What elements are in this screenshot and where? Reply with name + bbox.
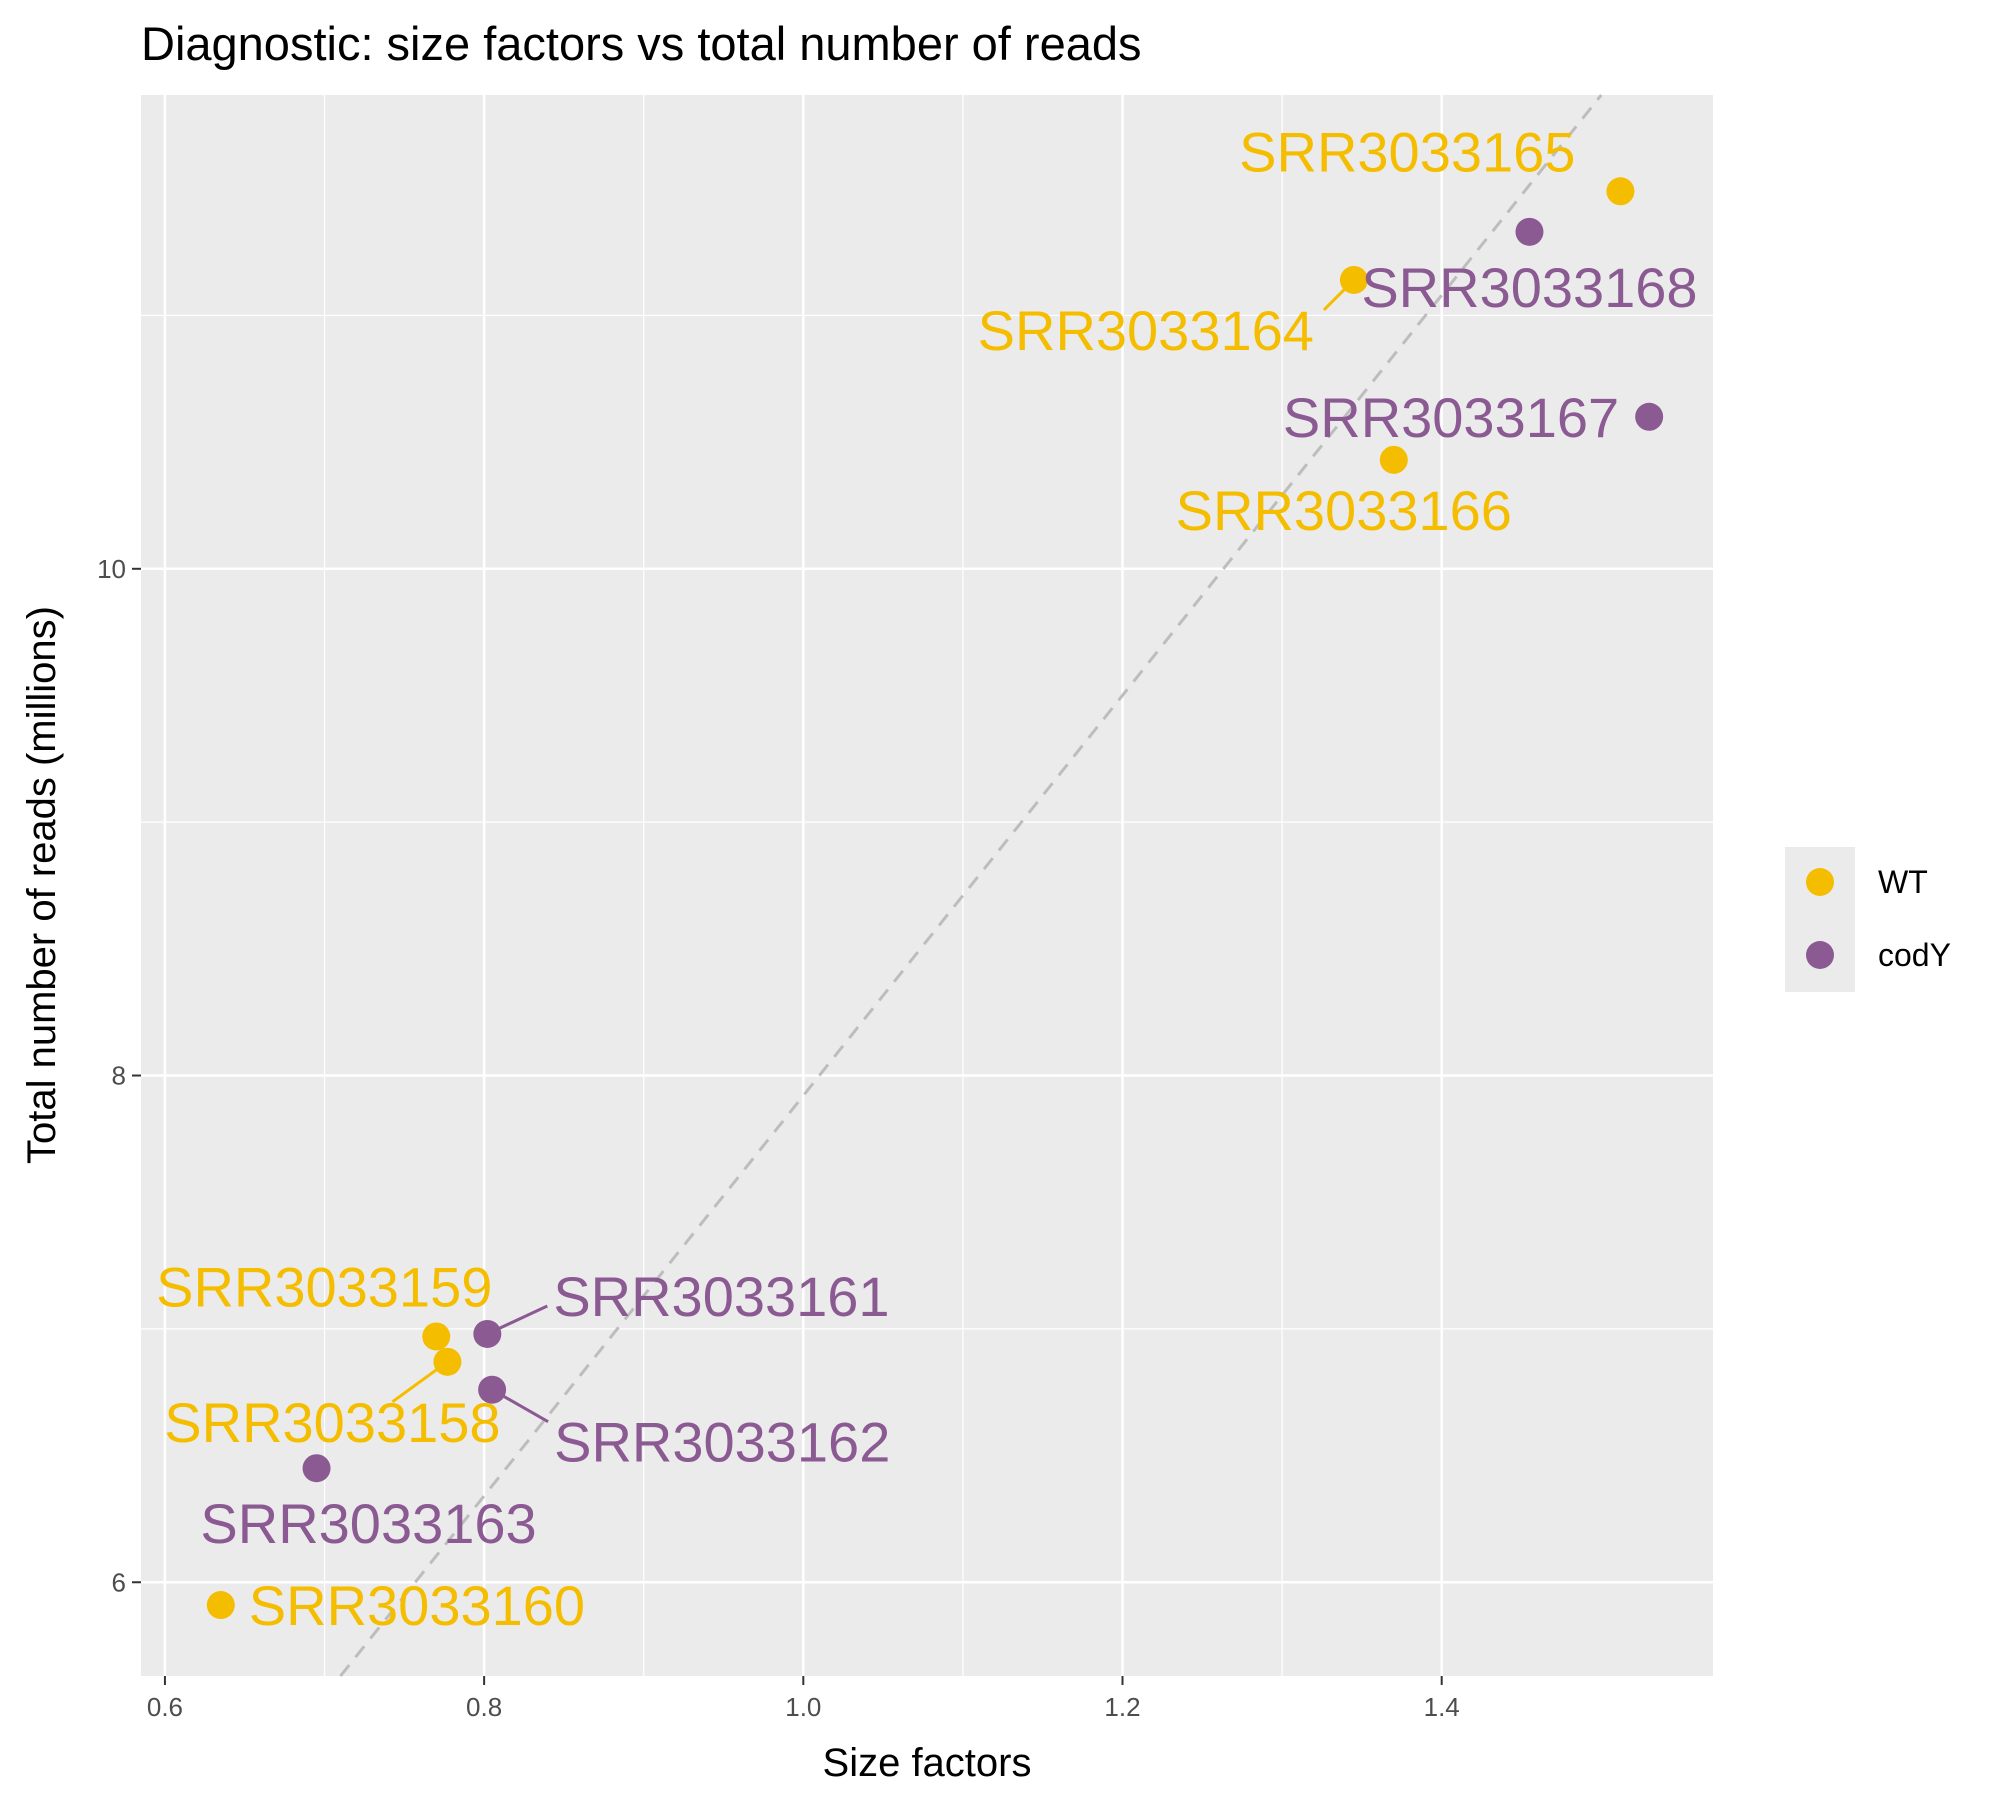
legend-label-cody: codY xyxy=(1878,937,1951,973)
point-label: SRR3033166 xyxy=(1176,479,1512,542)
point-label: SRR3033163 xyxy=(200,1492,536,1555)
point-label: SRR3033165 xyxy=(1239,120,1575,183)
point-label: SRR3033161 xyxy=(553,1265,889,1328)
data-point xyxy=(473,1319,502,1348)
data-point xyxy=(1379,445,1408,474)
x-axis-title: Size factors xyxy=(823,1741,1032,1785)
data-point xyxy=(478,1375,507,1404)
data-point xyxy=(1635,402,1664,431)
data-point xyxy=(1606,177,1635,206)
plot-panel xyxy=(141,95,1713,1676)
x-tick-label: 0.8 xyxy=(466,1692,502,1722)
reference-line xyxy=(339,94,1603,1677)
data-point xyxy=(1339,265,1368,294)
y-tick-label: 8 xyxy=(112,1061,126,1091)
minor-gridlines xyxy=(141,95,1713,1676)
x-axis-ticks: 0.6 0.8 1.0 1.2 1.4 xyxy=(147,1676,1460,1722)
data-point xyxy=(1515,217,1544,246)
data-point xyxy=(302,1454,331,1483)
x-tick-label: 1.0 xyxy=(785,1692,821,1722)
point-label: SRR3033168 xyxy=(1361,256,1697,319)
x-tick-label: 0.6 xyxy=(147,1692,183,1722)
point-labels: SRR3033165 SRR3033164 SRR3033166 SRR3033159… xyxy=(156,120,1697,1637)
point-label: SRR3033159 xyxy=(156,1255,492,1318)
x-tick-label: 1.4 xyxy=(1424,1692,1460,1722)
y-tick-label: 6 xyxy=(112,1567,126,1597)
data-point xyxy=(206,1591,235,1620)
x-tick-label: 1.2 xyxy=(1104,1692,1140,1722)
legend: WT codY xyxy=(1785,847,1951,992)
data-point xyxy=(433,1347,462,1376)
point-label: SRR3033162 xyxy=(554,1411,890,1474)
y-axis-title: Total number of reads (millions) xyxy=(20,606,64,1164)
chart-title: Diagnostic: size factors vs total number… xyxy=(141,17,1142,70)
data-points xyxy=(206,177,1664,1620)
point-label: SRR3033164 xyxy=(978,299,1314,362)
major-gridlines xyxy=(141,95,1713,1676)
data-point xyxy=(422,1322,451,1351)
y-axis-ticks: 6 8 10 xyxy=(97,554,141,1597)
point-label: SRR3033160 xyxy=(249,1574,585,1637)
y-tick-label: 10 xyxy=(97,554,126,584)
legend-key-cody xyxy=(1806,941,1834,969)
point-label: SRR3033158 xyxy=(164,1391,500,1454)
legend-key-wt xyxy=(1806,868,1834,896)
point-label: SRR3033167 xyxy=(1283,386,1619,449)
legend-label-wt: WT xyxy=(1878,864,1928,900)
